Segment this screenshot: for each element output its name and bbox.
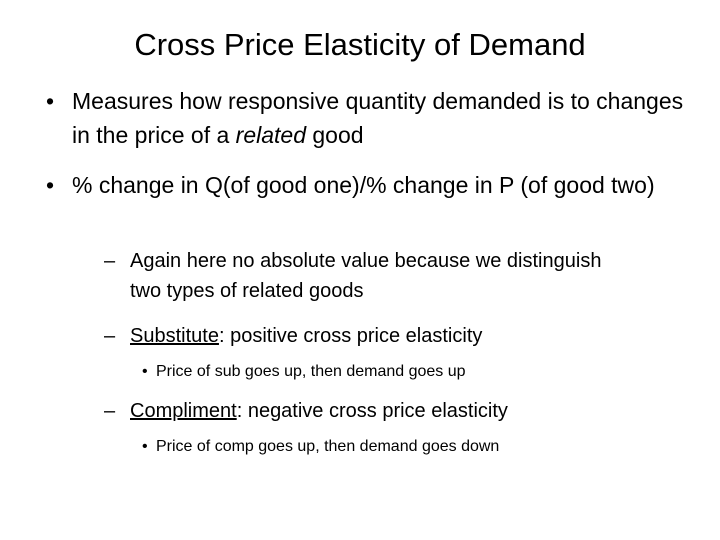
- compliment-definition: : negative cross price elasticity: [236, 400, 508, 422]
- sub-bullet-compliment: Compliment: negative cross price elastic…: [130, 396, 690, 426]
- substitute-definition: : positive cross price elasticity: [218, 325, 483, 347]
- sub-bullet-substitute: Substitute: positive cross price elastic…: [130, 321, 690, 351]
- bullet-measures-emphasis: related: [235, 122, 306, 148]
- sub-sub-bullet-compliment-example: Price of comp goes up, then demand goes …: [156, 438, 500, 455]
- bullet-measures-tail: good: [305, 122, 364, 148]
- compliment-term: Compliment: [130, 400, 237, 422]
- sub-bullet-marker: –: [104, 400, 116, 422]
- bullet-marker: •: [46, 172, 55, 198]
- substitute-term: Substitute: [130, 325, 219, 347]
- sub-sub-bullet-substitute-example: Price of sub goes up, then demand goes u…: [156, 363, 466, 380]
- slide-title: Cross Price Elasticity of Demand: [134, 27, 586, 62]
- sub-sub-bullet-marker: •: [142, 438, 148, 455]
- bullet-measures-text: Measures how responsive quantity demande…: [72, 88, 684, 148]
- bullet-measures: Measures how responsive quantity demande…: [72, 84, 692, 152]
- sub-sub-bullet-marker: •: [142, 363, 148, 380]
- sub-bullet-absolute-value: Again here no absolute value because we …: [130, 250, 602, 302]
- sub-bullet-marker: –: [104, 250, 116, 272]
- bullet-formula: % change in Q(of good one)/% change in P…: [72, 172, 655, 198]
- sub-bullet-marker: –: [104, 325, 116, 347]
- bullet-marker: •: [46, 88, 55, 114]
